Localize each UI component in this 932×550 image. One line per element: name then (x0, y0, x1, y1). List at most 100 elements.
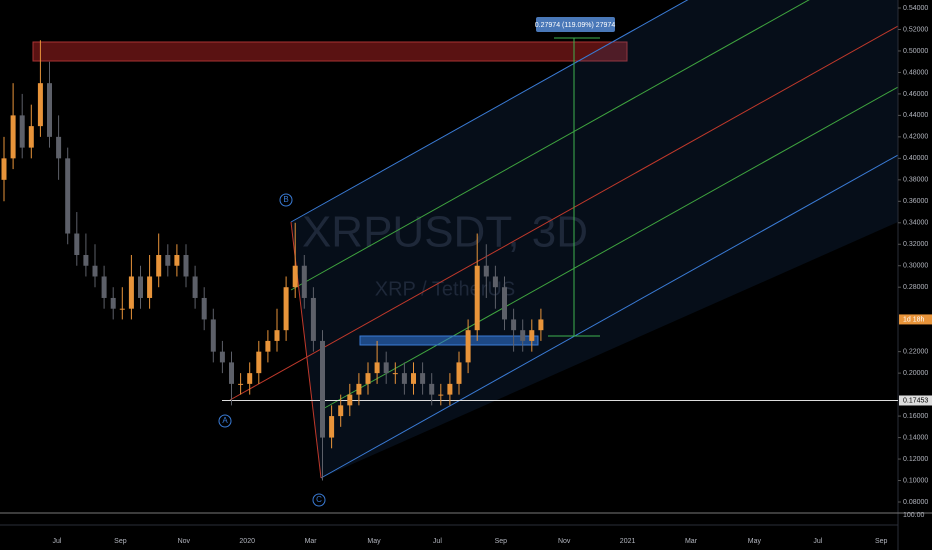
x-tick-label: Nov (558, 538, 571, 545)
candle-body (356, 383, 362, 395)
wave-marker (279, 193, 293, 207)
candle-body (147, 276, 153, 298)
candle-body (438, 394, 444, 396)
candle-body (383, 362, 389, 374)
x-tick-label: Jul (813, 538, 822, 545)
x-tick-label: 2020 (239, 538, 255, 545)
candle-body (65, 158, 71, 234)
candle-body (465, 330, 471, 363)
watermark-symbol: XRPUSDT, 3D (302, 208, 588, 257)
wave-marker (312, 493, 326, 507)
x-tick-label: May (748, 538, 762, 545)
candle-body (101, 276, 107, 298)
wave-marker (218, 414, 232, 428)
x-tick-label: Jul (53, 538, 62, 545)
candle-body (365, 373, 371, 384)
candle-body (174, 255, 180, 266)
wave-label: C (316, 495, 322, 504)
candle-body (119, 308, 125, 310)
x-tick-label: May (367, 538, 381, 545)
candle-body (492, 276, 498, 288)
candle-body (456, 362, 462, 384)
candle-body (429, 383, 435, 395)
y-tick-label: 0.32000 (903, 241, 928, 248)
x-tick-label: Sep (114, 538, 127, 545)
pitchfork-median (229, 25, 898, 401)
candle-body (329, 416, 335, 438)
y-tick-label: 0.12000 (903, 456, 928, 463)
x-tick-label: Sep (875, 538, 888, 545)
candle-body (283, 287, 289, 331)
candle-body (401, 373, 407, 384)
lower-pane-label: 100.00 (903, 512, 925, 519)
candle-body (10, 115, 16, 159)
y-tick-label: 0.54000 (903, 5, 928, 12)
candle-body (83, 255, 89, 266)
candle-body (320, 340, 325, 438)
y-tick-label: 0.20000 (903, 370, 928, 377)
candle-body (310, 297, 316, 341)
candle-body (301, 265, 307, 298)
x-tick-label: Nov (178, 538, 191, 545)
price-line-tag (899, 395, 932, 406)
candle-body (201, 297, 207, 320)
x-tick-label: Mar (305, 538, 318, 545)
y-tick-label: 0.38000 (903, 177, 928, 184)
y-tick-label: 0.08000 (903, 499, 928, 506)
y-tick-label: 0.16000 (903, 413, 928, 420)
candle-body (183, 255, 189, 277)
candle-body (411, 373, 416, 384)
candle-body (338, 405, 344, 417)
measure-label-box (536, 17, 615, 32)
candle-body (474, 265, 480, 331)
candle-body (392, 373, 398, 375)
y-tick-label: 0.50000 (903, 48, 928, 55)
candle-body (265, 340, 271, 352)
pitchfork-line (290, 0, 810, 291)
wave-label: A (222, 416, 228, 425)
support-zone (359, 335, 539, 346)
resistance-zone (32, 41, 628, 62)
candle-body (1, 158, 7, 180)
candle-body (219, 351, 225, 363)
pitchfork-line (320, 86, 898, 411)
pitchfork-line (320, 154, 898, 479)
y-tick-label: 0.34000 (903, 220, 928, 227)
candle-body (538, 319, 544, 331)
y-tick-label: 0.40000 (903, 155, 928, 162)
x-tick-label: Sep (495, 538, 508, 545)
candle-body (74, 233, 80, 255)
y-tick-label: 0.22000 (903, 348, 928, 355)
y-tick-label: 0.14000 (903, 434, 928, 441)
pitchfork-fill (291, 0, 898, 478)
watermark-description: XRP / TetherUS (375, 278, 515, 300)
candle-body (110, 297, 116, 309)
candle-body (374, 362, 380, 374)
pitchfork-handle (290, 221, 322, 479)
y-tick-label: 0.42000 (903, 134, 928, 141)
candle-body (483, 265, 489, 277)
candle-body (210, 319, 216, 352)
x-tick-label: 2021 (620, 538, 636, 545)
candle-body (165, 255, 171, 266)
candle-body (229, 362, 234, 384)
y-tick-label: 0.44000 (903, 112, 928, 119)
price-line-label: 0.17453 (903, 397, 928, 404)
y-tick-label: 0.52000 (903, 26, 928, 33)
candle-body (292, 265, 298, 288)
candle-body (511, 319, 517, 331)
candle-body (274, 330, 280, 341)
y-tick-label: 0.28000 (903, 284, 928, 291)
countdown-tag (899, 314, 932, 325)
candle-body (19, 115, 25, 148)
candle-body (56, 136, 62, 159)
candle-body (256, 351, 262, 374)
candle-body (502, 287, 507, 320)
candle-body (420, 373, 426, 384)
pitchfork (229, 0, 898, 479)
countdown-label: 1d 18h (903, 316, 925, 323)
candle-body (92, 265, 98, 277)
candle-body (529, 330, 535, 341)
y-tick-label: 0.46000 (903, 91, 928, 98)
